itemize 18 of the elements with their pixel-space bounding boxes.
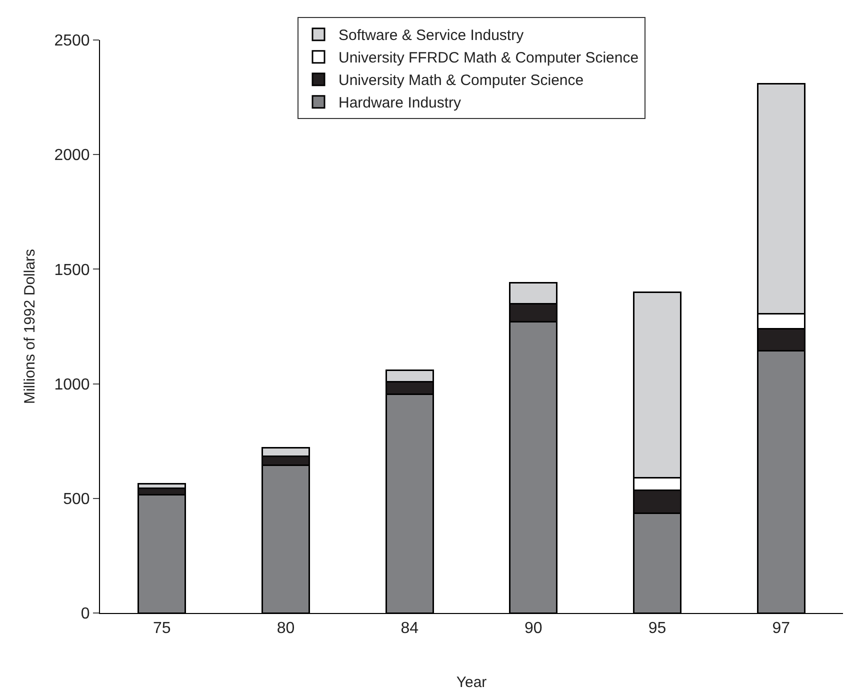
- x-tick-label: 80: [276, 620, 295, 638]
- x-tick-label: 90: [524, 620, 542, 638]
- y-tick-label: 1500: [54, 262, 90, 279]
- x-tick-label: 95: [648, 620, 666, 638]
- x-tick-label: 84: [400, 620, 419, 638]
- legend-label: University FFRDC Math & Computer Science: [338, 50, 639, 67]
- y-tick-label: 1000: [54, 376, 90, 394]
- y-tick-label: 2500: [54, 32, 90, 50]
- x-axis-title: Year: [456, 674, 487, 692]
- y-tick-label: 0: [80, 606, 90, 623]
- legend-label: University Math & Computer Science: [338, 72, 584, 90]
- y-axis-title: Millions of 1992 Dollars: [21, 248, 38, 404]
- y-tick-label: 2000: [54, 147, 90, 164]
- x-tick-label: 75: [153, 620, 171, 638]
- x-tick-label: 97: [772, 620, 790, 638]
- legend-label: Software & Service Industry: [338, 27, 524, 44]
- y-tick-label: 500: [63, 491, 90, 508]
- legend-label: Hardware Industry: [338, 94, 462, 112]
